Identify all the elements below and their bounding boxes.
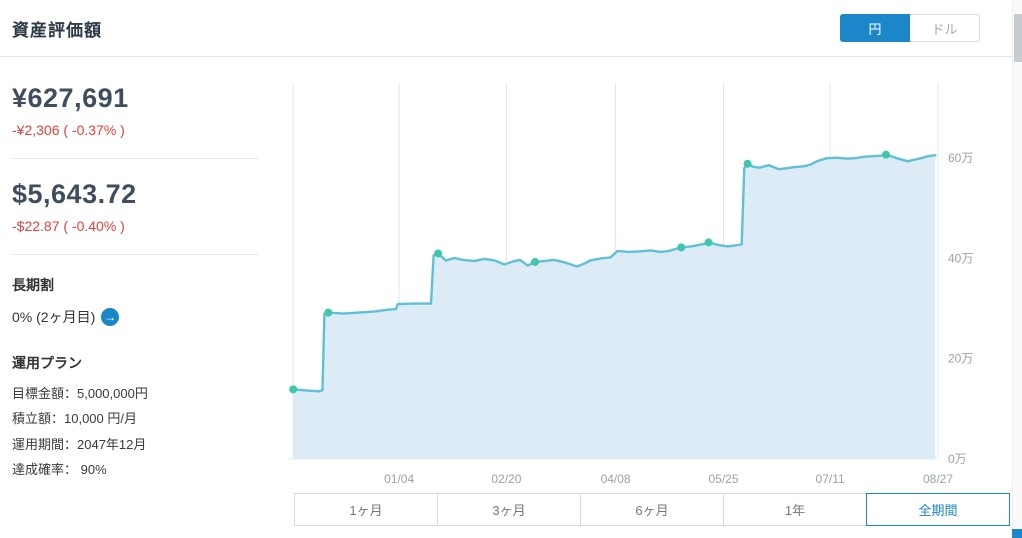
svg-text:05/25: 05/25 — [708, 472, 738, 486]
period-button-3m[interactable]: 3ヶ月 — [437, 493, 581, 526]
page-title: 資産評価額 — [12, 20, 102, 40]
plan-item-monthly-amount: 積立額：10,000 円/月 — [12, 411, 137, 427]
topbar: 資産評価額 円 ドル — [0, 0, 1022, 57]
arrow-right-icon[interactable]: → — [101, 308, 120, 326]
currency-toggle: 円 ドル — [840, 14, 980, 42]
chart-panel: 0万 20万 40万 60万 01/04 02/20 04/08 05/25 07/11 08/2… — [272, 57, 1022, 526]
currency-yen-button[interactable]: 円 — [840, 14, 910, 42]
plan-section: 運用プラン 目標金額：5,000,000円 積立額：10,000 円/月 運用期… — [12, 353, 258, 482]
divider — [12, 158, 258, 159]
long-term-discount-heading: 長期割 — [12, 277, 54, 293]
period-button-6m[interactable]: 6ヶ月 — [580, 493, 724, 526]
plan-item-target-amount: 目標金額：5,000,000円 — [12, 386, 148, 401]
usd-amount: $5,643.72 — [12, 179, 137, 209]
svg-text:07/11: 07/11 — [816, 472, 845, 486]
svg-text:20万: 20万 — [948, 352, 973, 366]
bottom-corner-accent — [1012, 529, 1022, 538]
period-button-1y[interactable]: 1年 — [723, 493, 867, 526]
scrollbar[interactable] — [1012, 0, 1022, 538]
svg-text:01/04: 01/04 — [384, 472, 414, 486]
main-content: ¥627,691 -¥2,306 ( -0.37% ) $5,643.72 -$… — [0, 57, 1022, 526]
usd-change: -$22.87 ( -0.40% ) — [12, 218, 125, 234]
plan-item-probability: 達成確率： 90% — [12, 462, 107, 478]
period-selector: 1ヶ月 3ヶ月 6ヶ月 1年 全期間 — [294, 493, 1010, 526]
period-button-all[interactable]: 全期間 — [866, 493, 1010, 526]
yen-amount: ¥627,691 — [12, 83, 129, 113]
long-term-discount-row: 0% (2ヶ月目) → — [12, 307, 258, 327]
yen-change: -¥2,306 ( -0.37% ) — [12, 122, 125, 138]
divider — [12, 254, 258, 255]
currency-dollar-button[interactable]: ドル — [910, 14, 980, 42]
plan-item-period: 運用期間：2047年12月 — [12, 436, 147, 452]
svg-text:60万: 60万 — [948, 151, 973, 165]
period-button-1m[interactable]: 1ヶ月 — [294, 493, 438, 526]
asset-chart: 0万 20万 40万 60万 01/04 02/20 04/08 05/25 07/11 08/2… — [278, 69, 1002, 489]
plan-heading: 運用プラン — [12, 355, 82, 371]
svg-text:40万: 40万 — [948, 251, 973, 265]
svg-text:0万: 0万 — [948, 452, 967, 466]
svg-text:08/27: 08/27 — [923, 472, 953, 486]
svg-text:02/20: 02/20 — [491, 472, 521, 486]
svg-text:04/08: 04/08 — [601, 472, 631, 486]
asset-chart-svg[interactable]: 0万 20万 40万 60万 01/04 02/20 04/08 05/25 07/11 08/2… — [278, 69, 1002, 489]
scrollbar-thumb[interactable] — [1014, 14, 1022, 62]
summary-panel: ¥627,691 -¥2,306 ( -0.37% ) $5,643.72 -$… — [0, 57, 272, 526]
long-term-discount-value: 0% (2ヶ月目) — [12, 309, 96, 325]
